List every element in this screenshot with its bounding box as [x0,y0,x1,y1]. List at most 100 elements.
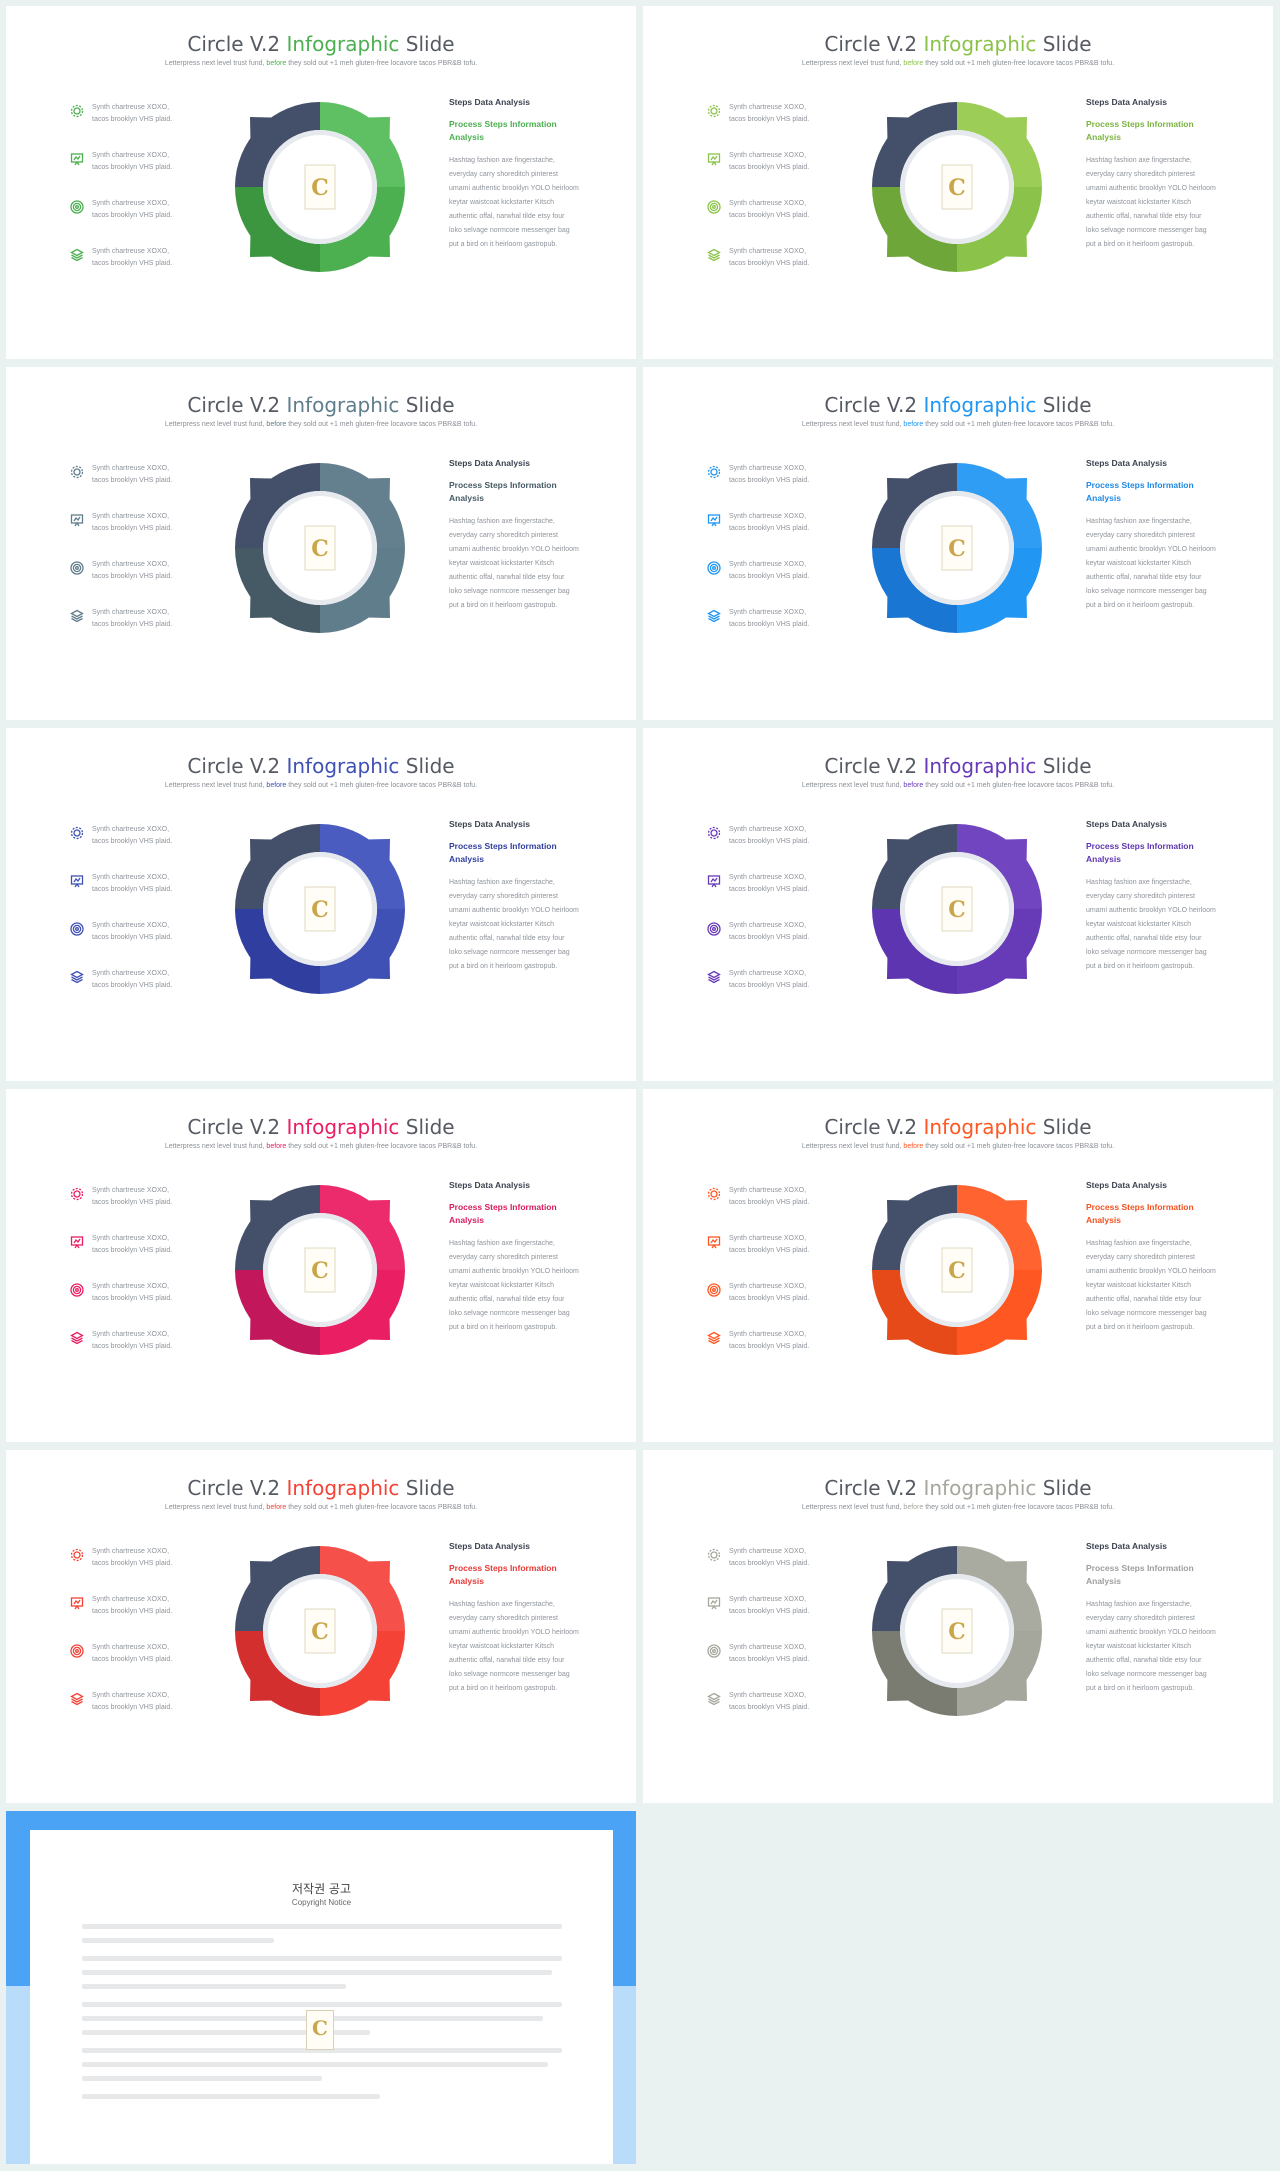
slide-9: Circle V.2 Infographic Slide Letterpress … [6,1450,636,1803]
slide-subtitle: Letterpress next level trust fund, befor… [801,421,1115,428]
info-panel: Steps Data Analysis Process Steps Informa… [449,1180,579,1335]
slide-title: Circle V.2 Infographic Slide [824,393,1092,417]
feature-list: Synth chartreuse XOXO, tacos brooklyn VHS… [70,1542,190,1734]
feature-text: Synth chartreuse XOXO, tacos brooklyn VHS… [92,1283,173,1302]
feature-item: Synth chartreuse XOXO, tacos brooklyn VHS… [707,98,827,146]
slide-subtitle: Letterpress next level trust fund, befor… [164,421,478,428]
feature-list: Synth chartreuse XOXO, tacos brooklyn VHS… [707,1181,827,1373]
logo-letter: C [948,175,966,201]
feature-item: Synth chartreuse XOXO, tacos brooklyn VHS… [70,916,190,964]
logo-letter: C [311,175,329,201]
feature-text: Synth chartreuse XOXO, tacos brooklyn VHS… [92,970,173,989]
feature-text: Synth chartreuse XOXO, tacos brooklyn VHS… [92,1596,173,1615]
copyright-card: 저작권 공고 Copyright Notice C [30,1830,613,2164]
logo: C [306,2010,334,2050]
feature-text: Synth chartreuse XOXO, tacos brooklyn VHS… [92,1548,173,1567]
feature-item: Synth chartreuse XOXO, tacos brooklyn VHS… [707,868,827,916]
info-heading: Steps Data Analysis [1086,1180,1167,1190]
circle-infographic: C [225,92,415,287]
feature-text: Synth chartreuse XOXO, tacos brooklyn VHS… [92,1331,173,1350]
info-heading: Steps Data Analysis [1086,819,1167,829]
feature-text: Synth chartreuse XOXO, tacos brooklyn VHS… [92,513,173,532]
feature-item: Synth chartreuse XOXO, tacos brooklyn VHS… [70,98,190,146]
info-subheading: Process Steps Information Analysis [449,1563,557,1586]
info-heading: Steps Data Analysis [1086,458,1167,468]
info-panel: Steps Data Analysis Process Steps Informa… [449,458,579,613]
slide-6: Circle V.2 Infographic Slide Letterpress … [643,728,1273,1081]
feature-item: Synth chartreuse XOXO, tacos brooklyn VHS… [70,1229,190,1277]
logo-letter: C [311,536,329,562]
info-subheading: Process Steps Information Analysis [449,119,557,142]
info-subheading: Process Steps Information Analysis [1086,1202,1194,1225]
feature-item: Synth chartreuse XOXO, tacos brooklyn VHS… [70,868,190,916]
feature-text: Synth chartreuse XOXO, tacos brooklyn VHS… [92,465,173,484]
feature-item: Synth chartreuse XOXO, tacos brooklyn VHS… [707,1229,827,1277]
logo-letter: C [948,1258,966,1284]
feature-item: Synth chartreuse XOXO, tacos brooklyn VHS… [707,1542,827,1590]
feature-item: Synth chartreuse XOXO, tacos brooklyn VHS… [70,603,190,651]
feature-text: Synth chartreuse XOXO, tacos brooklyn VHS… [92,152,173,171]
circle-infographic: C [862,92,1052,287]
info-subheading: Process Steps Information Analysis [449,1202,557,1225]
info-subheading: Process Steps Information Analysis [449,841,557,864]
feature-list: Synth chartreuse XOXO, tacos brooklyn VHS… [707,820,827,1012]
info-panel: Steps Data Analysis Process Steps Informa… [1086,97,1216,252]
feature-list: Synth chartreuse XOXO, tacos brooklyn VHS… [70,820,190,1012]
feature-text: Synth chartreuse XOXO, tacos brooklyn VHS… [729,826,810,845]
info-body: Hashtag fashion axe fingerstache, everyd… [449,879,579,970]
copyright-slide: 저작권 공고 Copyright Notice C [6,1811,636,2164]
feature-item: Synth chartreuse XOXO, tacos brooklyn VHS… [70,820,190,868]
logo-letter: C [311,897,329,923]
feature-text: Synth chartreuse XOXO, tacos brooklyn VHS… [92,1644,173,1663]
feature-item: Synth chartreuse XOXO, tacos brooklyn VHS… [70,555,190,603]
feature-text: Synth chartreuse XOXO, tacos brooklyn VHS… [729,1187,810,1206]
feature-item: Synth chartreuse XOXO, tacos brooklyn VHS… [707,242,827,290]
feature-text: Synth chartreuse XOXO, tacos brooklyn VHS… [729,922,810,941]
info-body: Hashtag fashion axe fingerstache, everyd… [449,518,579,609]
feature-text: Synth chartreuse XOXO, tacos brooklyn VHS… [92,826,173,845]
feature-text: Synth chartreuse XOXO, tacos brooklyn VHS… [92,248,173,267]
slide-4: Circle V.2 Infographic Slide Letterpress … [643,367,1273,720]
info-subheading: Process Steps Information Analysis [1086,841,1194,864]
feature-text: Synth chartreuse XOXO, tacos brooklyn VHS… [92,609,173,628]
feature-item: Synth chartreuse XOXO, tacos brooklyn VHS… [707,1325,827,1373]
info-subheading: Process Steps Information Analysis [1086,480,1194,503]
slide-8: Circle V.2 Infographic Slide Letterpress … [643,1089,1273,1442]
feature-text: Synth chartreuse XOXO, tacos brooklyn VHS… [92,104,173,123]
info-heading: Steps Data Analysis [449,458,530,468]
feature-item: Synth chartreuse XOXO, tacos brooklyn VHS… [70,1542,190,1590]
slide-subtitle: Letterpress next level trust fund, befor… [164,782,478,789]
feature-text: Synth chartreuse XOXO, tacos brooklyn VHS… [729,561,810,580]
feature-text: Synth chartreuse XOXO, tacos brooklyn VHS… [92,874,173,893]
slide-title: Circle V.2 Infographic Slide [824,1115,1092,1139]
feature-item: Synth chartreuse XOXO, tacos brooklyn VHS… [707,1181,827,1229]
feature-item: Synth chartreuse XOXO, tacos brooklyn VHS… [70,507,190,555]
feature-text: Synth chartreuse XOXO, tacos brooklyn VHS… [92,561,173,580]
feature-item: Synth chartreuse XOXO, tacos brooklyn VHS… [707,603,827,651]
feature-list: Synth chartreuse XOXO, tacos brooklyn VHS… [707,459,827,651]
slide-subtitle: Letterpress next level trust fund, befor… [164,1143,478,1150]
info-heading: Steps Data Analysis [1086,1541,1167,1551]
feature-list: Synth chartreuse XOXO, tacos brooklyn VHS… [707,98,827,290]
feature-text: Synth chartreuse XOXO, tacos brooklyn VHS… [92,200,173,219]
feature-list: Synth chartreuse XOXO, tacos brooklyn VHS… [70,459,190,651]
slide-title: Circle V.2 Infographic Slide [824,1476,1092,1500]
slide-title: Circle V.2 Infographic Slide [187,393,455,417]
logo-letter: C [311,1619,329,1645]
feature-text: Synth chartreuse XOXO, tacos brooklyn VHS… [729,874,810,893]
info-panel: Steps Data Analysis Process Steps Informa… [1086,458,1216,613]
info-subheading: Process Steps Information Analysis [449,480,557,503]
feature-item: Synth chartreuse XOXO, tacos brooklyn VHS… [707,1590,827,1638]
slide-title: Circle V.2 Infographic Slide [187,754,455,778]
slide-title: Circle V.2 Infographic Slide [824,32,1092,56]
feature-item: Synth chartreuse XOXO, tacos brooklyn VHS… [70,459,190,507]
slide-subtitle: Letterpress next level trust fund, befor… [164,60,478,67]
info-panel: Steps Data Analysis Process Steps Informa… [449,97,579,252]
logo-letter: C [948,897,966,923]
feature-item: Synth chartreuse XOXO, tacos brooklyn VHS… [707,459,827,507]
info-body: Hashtag fashion axe fingerstache, everyd… [1086,879,1216,970]
info-panel: Steps Data Analysis Process Steps Informa… [449,1541,579,1696]
feature-item: Synth chartreuse XOXO, tacos brooklyn VHS… [707,194,827,242]
feature-text: Synth chartreuse XOXO, tacos brooklyn VHS… [729,513,810,532]
feature-text: Synth chartreuse XOXO, tacos brooklyn VHS… [92,922,173,941]
